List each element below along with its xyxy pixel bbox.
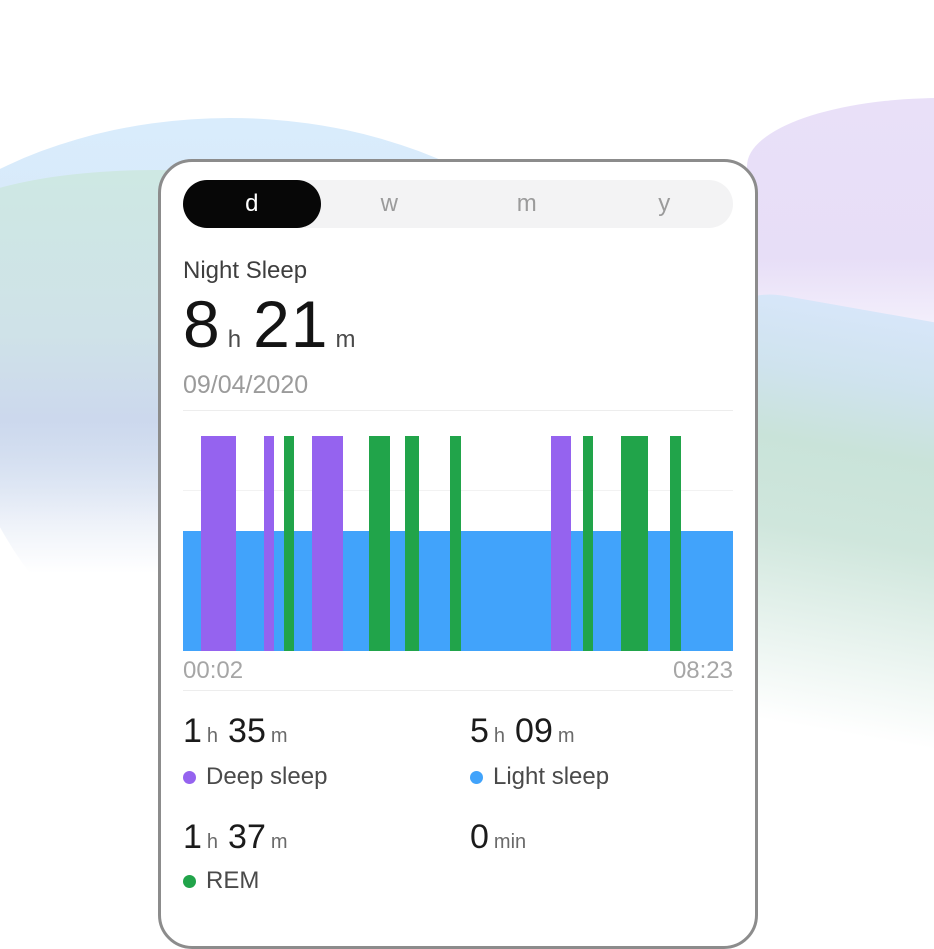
rem-value: 1 h 37 m [183,818,288,856]
rem-sleep-bar [582,436,594,651]
deep-sleep-dot-icon [183,770,196,784]
deep-sleep-value: 1 h 35 m [183,712,288,750]
rem-sleep-bar [449,436,462,651]
sleep-stats-card: d w m y Night Sleep 8 h 21 m 09/04/2020 … [158,159,758,949]
light-sleep-label: Light sleep [493,763,610,790]
tab-year[interactable]: y [658,190,671,217]
deep-sleep-bar [263,436,274,651]
light-sleep-legend: Light sleep [470,763,733,791]
rem-sleep-bar [404,436,420,651]
rem-legend: REM [183,867,470,895]
deep-sleep-bar [550,436,572,651]
date-label: 09/04/2020 [183,371,309,399]
rem-sleep-bar [670,436,682,651]
deep-sleep-legend: Deep sleep [183,763,470,791]
rem-sleep-bar [621,436,648,651]
stat-deep-sleep: 1 h 35 m Deep sleep [183,713,470,791]
axis-start-time: 00:02 [183,657,244,684]
divider-top [183,410,733,411]
stat-light-sleep: 5 h 09 m Light sleep [470,713,733,791]
deep-sleep-bar [312,436,344,651]
total-sleep-minutes: 21 [253,287,329,361]
stat-awake: 0 min [470,819,733,895]
rem-sleep-bar [283,436,294,651]
rem-dot-icon [183,874,196,888]
period-segmented-control: d w m y [183,180,733,228]
axis-end-time: 08:23 [672,657,733,684]
tab-month[interactable]: m [516,190,537,217]
awake-value: 0 min [470,818,527,856]
light-sleep-value: 5 h 09 m [470,712,575,750]
sleep-stages-chart [183,436,733,651]
deep-sleep-bar [200,436,237,651]
stats-grid: 1 h 35 m Deep sleep 5 h 09 m Light sleep [183,691,733,895]
tab-week[interactable]: w [380,190,398,217]
rem-sleep-bar [368,436,390,651]
hours-unit-label: h [227,326,242,353]
chart-axis: 00:02 08:23 [183,657,733,684]
night-sleep-title: Night Sleep [183,257,308,284]
light-sleep-dot-icon [470,770,483,784]
stat-rem: 1 h 37 m REM [183,819,470,895]
divider-bottom [183,690,733,691]
total-sleep-value: 8 h 21 m [183,287,733,361]
total-sleep-hours: 8 [183,287,221,361]
deep-sleep-label: Deep sleep [206,763,328,790]
rem-label: REM [206,867,260,894]
minutes-unit-label: m [335,326,356,353]
tab-day[interactable]: d [183,180,321,228]
